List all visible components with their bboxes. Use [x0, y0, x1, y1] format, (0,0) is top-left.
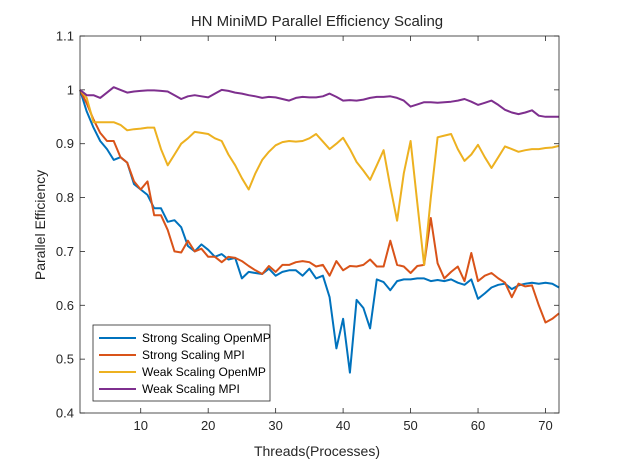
- series-line-weak-scaling-openmp: [79, 89, 560, 266]
- y-tick-label: 0.7: [56, 244, 74, 259]
- y-tick-label: 1: [67, 82, 74, 97]
- y-tick-label: 0.9: [56, 136, 74, 151]
- legend-label-weak-scaling-openmp: Weak Scaling OpenMP: [142, 365, 266, 379]
- chart-title: HN MiniMD Parallel Efficiency Scaling: [191, 13, 443, 30]
- series-line-strong-scaling-mpi: [79, 89, 560, 324]
- y-tick-label: 0.4: [56, 406, 74, 421]
- x-tick-label: 20: [201, 418, 215, 433]
- series-line-strong-scaling-openmp: [79, 89, 560, 374]
- y-axis-label: Parallel Efficiency: [32, 170, 48, 280]
- x-tick-label: 10: [133, 418, 147, 433]
- y-tick-label: 0.8: [56, 190, 74, 205]
- series-line-weak-scaling-mpi: [79, 86, 559, 118]
- x-tick-label: 60: [471, 418, 485, 433]
- y-tick-label: 0.6: [56, 298, 74, 313]
- axes-box: [79, 35, 560, 414]
- x-tick-label: 40: [336, 418, 350, 433]
- x-tick-label: 70: [538, 418, 552, 433]
- y-tick-label: 1.1: [56, 29, 74, 44]
- legend-label-weak-scaling-mpi: Weak Scaling MPI: [142, 382, 240, 396]
- legend: Strong Scaling OpenMP Strong Scaling MPI W…: [92, 324, 271, 402]
- y-tick-label: 0.5: [56, 352, 74, 367]
- x-tick-label: 50: [403, 418, 417, 433]
- legend-label-strong-scaling-mpi: Strong Scaling MPI: [142, 348, 245, 362]
- x-axis-label: Threads(Processes): [254, 443, 380, 459]
- x-tick-label: 30: [268, 418, 282, 433]
- legend-label-strong-scaling-openmp: Strong Scaling OpenMP: [142, 331, 271, 345]
